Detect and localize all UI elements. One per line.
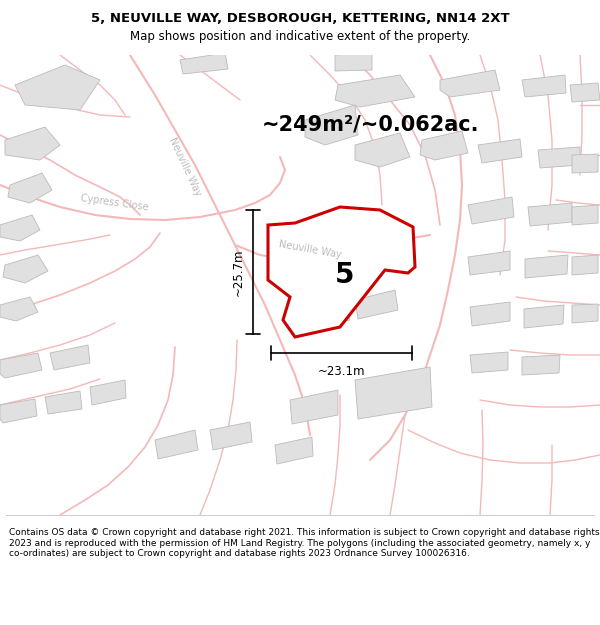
Polygon shape	[572, 154, 598, 173]
Polygon shape	[522, 355, 560, 375]
Polygon shape	[335, 53, 372, 71]
Polygon shape	[0, 353, 42, 378]
Polygon shape	[50, 345, 90, 370]
Polygon shape	[0, 215, 40, 241]
Polygon shape	[45, 391, 82, 414]
Polygon shape	[5, 127, 60, 160]
Text: Map shows position and indicative extent of the property.: Map shows position and indicative extent…	[130, 30, 470, 43]
Polygon shape	[155, 430, 198, 459]
Polygon shape	[0, 297, 38, 321]
Polygon shape	[355, 367, 432, 419]
Text: Neuville Way: Neuville Way	[278, 239, 342, 261]
Polygon shape	[300, 300, 350, 329]
Polygon shape	[572, 255, 598, 275]
Polygon shape	[522, 75, 566, 97]
Polygon shape	[355, 290, 398, 319]
Text: Cypress Close: Cypress Close	[80, 193, 149, 213]
Polygon shape	[305, 105, 358, 145]
Polygon shape	[538, 147, 580, 168]
Text: 5: 5	[335, 261, 355, 289]
Text: 5, NEUVILLE WAY, DESBOROUGH, KETTERING, NN14 2XT: 5, NEUVILLE WAY, DESBOROUGH, KETTERING, …	[91, 12, 509, 25]
Polygon shape	[468, 251, 510, 275]
Polygon shape	[420, 131, 468, 160]
Polygon shape	[0, 399, 37, 423]
Polygon shape	[572, 205, 598, 225]
Polygon shape	[468, 197, 514, 224]
Polygon shape	[290, 390, 338, 424]
Polygon shape	[570, 83, 600, 102]
Polygon shape	[268, 207, 415, 337]
Polygon shape	[525, 255, 568, 278]
Polygon shape	[524, 305, 564, 328]
Polygon shape	[470, 302, 510, 326]
Polygon shape	[528, 203, 572, 226]
Text: ~249m²/~0.062ac.: ~249m²/~0.062ac.	[261, 115, 479, 135]
Polygon shape	[572, 304, 598, 323]
Polygon shape	[90, 380, 126, 405]
Text: Contains OS data © Crown copyright and database right 2021. This information is : Contains OS data © Crown copyright and d…	[9, 528, 599, 558]
Polygon shape	[210, 422, 252, 450]
Text: ~23.1m: ~23.1m	[318, 365, 365, 378]
Polygon shape	[3, 255, 48, 283]
Polygon shape	[335, 75, 415, 107]
Polygon shape	[180, 53, 228, 74]
Polygon shape	[15, 65, 100, 110]
Text: ~25.7m: ~25.7m	[232, 248, 245, 296]
Polygon shape	[470, 352, 508, 373]
Polygon shape	[440, 70, 500, 97]
Polygon shape	[478, 139, 522, 163]
Polygon shape	[8, 173, 52, 203]
Polygon shape	[275, 437, 313, 464]
Polygon shape	[355, 133, 410, 167]
Text: Neuville Way: Neuville Way	[167, 136, 203, 198]
